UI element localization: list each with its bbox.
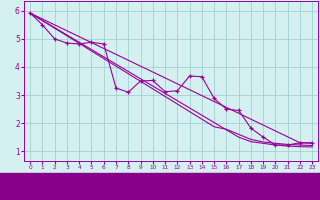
X-axis label: Windchill (Refroidissement éolien,°C): Windchill (Refroidissement éolien,°C) (86, 174, 257, 183)
